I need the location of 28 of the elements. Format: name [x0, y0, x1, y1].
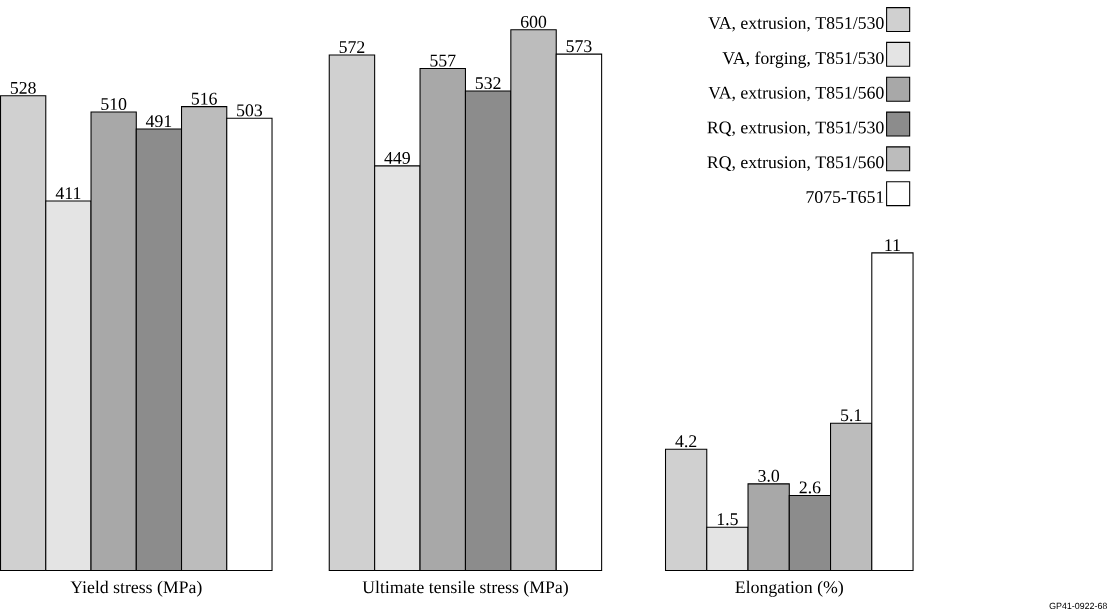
data-label: 411 — [55, 187, 81, 200]
legend-label: VA, extrusion, T851/560 — [708, 86, 884, 102]
data-label: 1.5 — [717, 513, 738, 526]
data-label: 600 — [520, 15, 547, 28]
data-label: 528 — [10, 82, 36, 94]
data-label: 2.6 — [799, 481, 821, 494]
x-axis-title: Elongation (%) — [735, 580, 843, 597]
data-label: 11 — [885, 239, 900, 252]
x-axis-title: Ultimate tensile stress (MPa) — [362, 580, 568, 597]
legend-label: VA, extrusion, T851/530 — [708, 17, 884, 32]
data-label: 491 — [145, 115, 172, 128]
legend-label: RQ, extrusion, T851/530 — [707, 121, 884, 137]
legend-label: RQ, extrusion, T851/560 — [707, 156, 884, 172]
x-axis-title: Yield stress (MPa) — [70, 580, 202, 597]
data-label: 572 — [339, 41, 365, 54]
legend-label: 7075-T651 — [806, 191, 884, 204]
data-label: 516 — [191, 92, 217, 105]
data-label: 573 — [566, 40, 592, 53]
data-label: 3.0 — [758, 469, 780, 483]
data-label: 449 — [384, 152, 410, 165]
data-label: 503 — [237, 104, 263, 117]
data-label: 5.1 — [841, 409, 862, 422]
data-label: 532 — [475, 77, 501, 90]
data-label: 510 — [101, 98, 127, 111]
data-label: 4.2 — [675, 435, 697, 448]
legend-label: VA, forging, T851/530 — [722, 51, 884, 68]
text: GP41-0922-68 — [1049, 602, 1107, 610]
data-label: 557 — [430, 54, 456, 67]
